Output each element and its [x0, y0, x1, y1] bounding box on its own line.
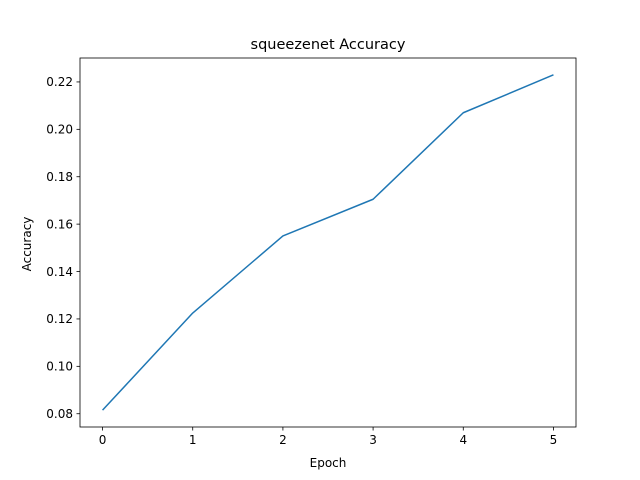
- x-tick-label: 2: [279, 433, 287, 447]
- y-tick-label: 0.14: [46, 265, 73, 279]
- chart-title: squeezenet Accuracy: [251, 37, 406, 53]
- x-tick-label: 4: [459, 433, 467, 447]
- y-tick-label: 0.08: [46, 407, 73, 421]
- y-tick-label: 0.10: [46, 360, 73, 374]
- y-tick-label: 0.20: [46, 123, 73, 137]
- plot-area: 0 1 2 3 4 5 0.08 0.10 0.12 0.14 0.16 0.18 0.20 0.22: [46, 57, 577, 447]
- y-tick-label: 0.22: [46, 75, 73, 89]
- series-line-0: [102, 74, 554, 411]
- x-tick-label: 5: [550, 433, 558, 447]
- y-tick-label: 0.18: [46, 170, 73, 184]
- x-tick-label: 0: [99, 433, 107, 447]
- y-tick-label: 0.12: [46, 312, 73, 326]
- plot-frame: [79, 57, 577, 428]
- y-tick-label: 0.16: [46, 217, 73, 231]
- y-axis-label: Accuracy: [20, 217, 34, 272]
- x-axis-label: Epoch: [310, 456, 347, 470]
- x-tick-label: 1: [189, 433, 197, 447]
- x-tick-label: 3: [369, 433, 377, 447]
